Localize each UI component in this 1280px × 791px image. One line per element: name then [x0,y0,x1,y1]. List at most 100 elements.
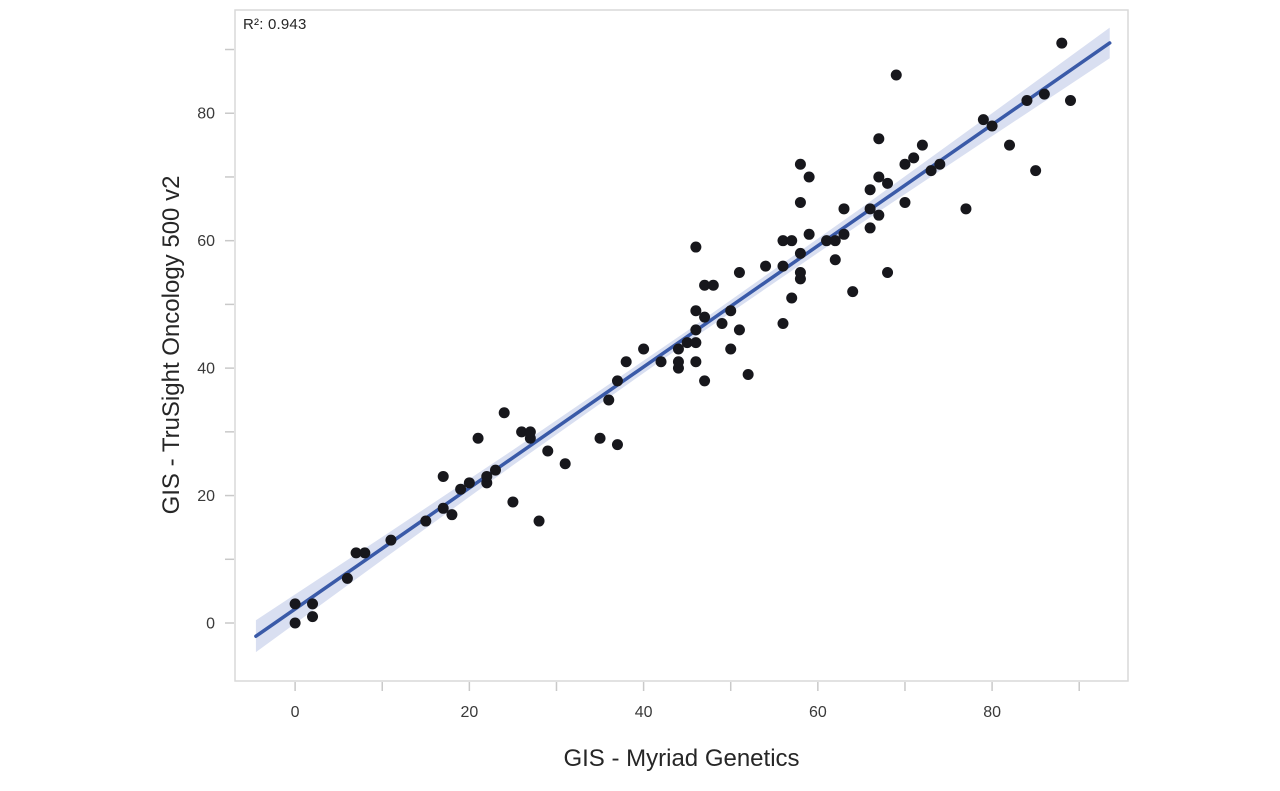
data-point [986,120,998,132]
data-point [716,318,728,330]
data-point [307,598,319,610]
data-point [794,158,806,170]
data-point [847,286,859,298]
data-point [707,279,719,291]
data-point [777,235,789,247]
data-point [1021,94,1033,106]
data-point [803,171,815,183]
data-point [307,611,319,623]
data-point [899,196,911,208]
data-point [672,343,684,355]
y-tick-label: 40 [197,361,215,378]
x-tick-label: 80 [983,704,1001,721]
y-tick-label: 80 [197,106,215,123]
y-tick-label: 20 [197,488,215,505]
y-tick-label: 60 [197,233,215,250]
data-point [498,407,510,419]
data-point [681,337,693,349]
data-point [786,292,798,304]
data-point [463,477,475,489]
x-tick-label: 20 [460,704,478,721]
data-point [786,235,798,247]
data-point [829,254,841,266]
data-point [699,279,711,291]
data-point [507,496,519,508]
x-tick-label: 60 [809,704,827,721]
r-squared-annotation: R²: 0.943 [243,16,307,33]
data-point [742,368,754,380]
data-point [977,114,989,126]
data-point [760,260,772,272]
data-point [559,458,571,470]
data-point [437,470,449,482]
data-point [882,177,894,189]
data-point [638,343,650,355]
data-point [794,267,806,279]
y-tick-label: 0 [206,616,215,633]
data-point [934,158,946,170]
data-point [725,343,737,355]
data-point [289,598,301,610]
data-point [481,470,493,482]
data-point [350,547,362,559]
data-point [864,184,876,196]
data-point [725,305,737,317]
data-point [655,356,667,368]
data-point [794,196,806,208]
data-point [699,311,711,323]
data-point [838,228,850,240]
data-point [359,547,371,559]
data-point [821,235,833,247]
data-point [916,139,928,151]
data-point [794,247,806,259]
data-point [672,356,684,368]
data-point [489,464,501,476]
data-point [873,133,885,145]
data-point [611,439,623,451]
data-point [899,158,911,170]
data-point [908,152,920,164]
data-point [864,203,876,215]
data-point [1038,88,1050,100]
data-point [838,203,850,215]
data-point [1064,94,1076,106]
data-point [873,209,885,221]
data-point [777,260,789,272]
data-point [420,515,432,527]
data-point [446,509,458,521]
data-point [542,445,554,457]
data-point [437,502,449,514]
data-point [620,356,632,368]
data-point [455,483,467,495]
data-point [472,432,484,444]
data-point [699,375,711,387]
data-point [1056,37,1068,49]
data-point [890,69,902,81]
x-tick-label: 0 [291,704,300,721]
data-point [690,305,702,317]
data-point [690,324,702,336]
data-point [733,324,745,336]
data-point [341,572,353,584]
data-point [594,432,606,444]
data-point [777,318,789,330]
data-point [524,426,536,438]
data-point [603,394,615,406]
data-point [1030,165,1042,177]
x-tick-label: 40 [635,704,653,721]
x-axis-title: GIS - Myriad Genetics [563,745,800,772]
data-point [925,165,937,177]
data-point [289,617,301,629]
data-point [829,235,841,247]
data-point [960,203,972,215]
data-point [533,515,545,527]
data-point [690,241,702,253]
data-point [1004,139,1016,151]
data-point [611,375,623,387]
data-point [733,267,745,279]
data-point [690,356,702,368]
data-point [803,228,815,240]
data-point [882,267,894,279]
